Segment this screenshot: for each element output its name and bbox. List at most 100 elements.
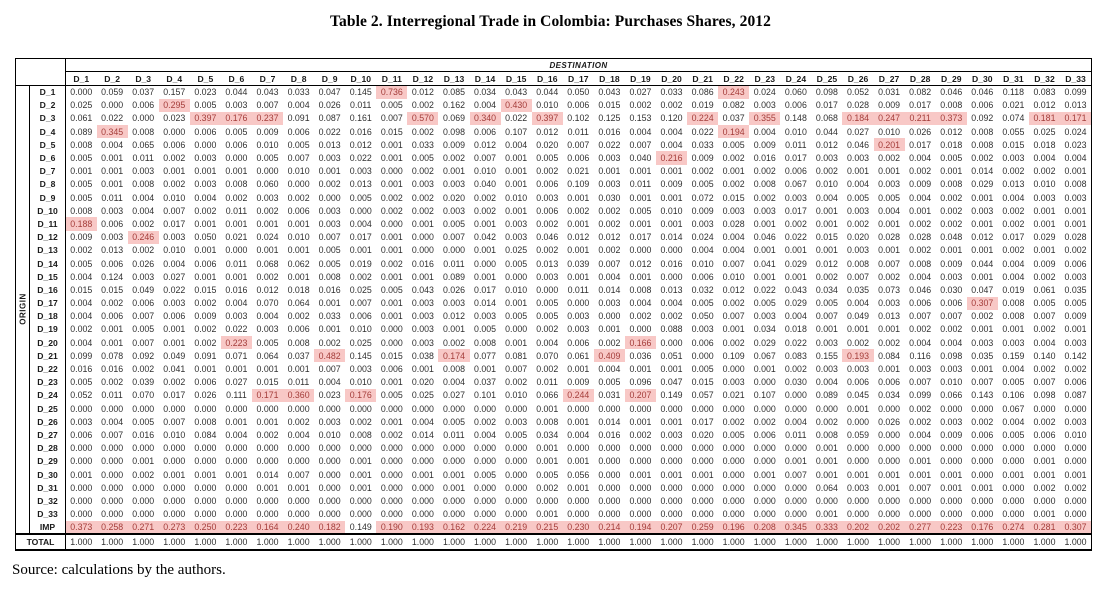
cell-d_14-d_23: 0.041 (753, 258, 776, 269)
column-header-d_14: D_14 (469, 71, 501, 86)
column-header-d_8: D_8 (283, 71, 315, 86)
cell-d_32-d_24: 0.000 (784, 495, 807, 506)
cell-d_5-d_23: 0.009 (753, 139, 776, 150)
cell-d_14-d_19: 0.012 (629, 258, 652, 269)
cell-d_1-d_1: 0.000 (70, 87, 93, 98)
cell-d_23-d_11: 0.001 (380, 377, 403, 388)
cell-d_33-d_5: 0.000 (194, 509, 217, 520)
cell-d_6-d_15: 0.001 (505, 153, 528, 164)
cell-d_15-d_31: 0.004 (1002, 271, 1025, 282)
cell-d_1-d_8: 0.033 (287, 87, 310, 98)
cell-d_1-d_16: 0.044 (536, 87, 559, 98)
cell-d_24-d_24: 0.000 (784, 390, 807, 401)
cell-d_12-d_16: 0.046 (536, 232, 559, 243)
cell-d_22-d_25: 0.003 (815, 364, 838, 375)
cell-d_6-d_26: 0.003 (846, 153, 869, 164)
cell-d_8-d_14: 0.040 (474, 179, 497, 190)
cell-d_8-d_3: 0.008 (132, 179, 155, 190)
cell-d_2-d_16: 0.010 (536, 100, 559, 111)
cell-d_5-d_8: 0.005 (287, 139, 310, 150)
cell-d_18-d_10: 0.006 (349, 311, 372, 322)
cell-d_21-d_5: 0.091 (194, 350, 217, 361)
cell-d_12-d_10: 0.017 (349, 232, 372, 243)
table-row-d_11: D_11 0.188 0.006 0.002 0.017 0.001 0.001 0.001 0… (16, 217, 1092, 231)
column-header-d_26: D_26 (842, 71, 874, 86)
cell-d_2-d_28: 0.017 (909, 100, 932, 111)
cell-d_1-d_11: 0.736 (376, 85, 408, 99)
cell-d_29-d_28: 0.001 (909, 456, 932, 467)
cell-d_22-d_20: 0.001 (660, 364, 683, 375)
cell-d_2-d_30: 0.006 (971, 100, 994, 111)
cell-d_27-d_14: 0.004 (474, 429, 497, 440)
cell-d_10-d_31: 0.002 (1002, 205, 1025, 216)
cell-imp-d_22: 0.196 (718, 520, 750, 534)
cell-d_17-d_17: 0.000 (567, 298, 590, 309)
cell-d_20-d_8: 0.008 (287, 337, 310, 348)
cell-d_13-d_7: 0.001 (256, 245, 279, 256)
cell-d_4-d_25: 0.044 (815, 126, 838, 137)
cell-d_1-d_19: 0.027 (629, 87, 652, 98)
cell-d_29-d_18: 0.000 (598, 456, 621, 467)
cell-d_16-d_11: 0.005 (380, 284, 403, 295)
cell-d_27-d_28: 0.004 (909, 429, 932, 440)
cell-d_7-d_7: 0.000 (256, 166, 279, 177)
cell-d_8-d_25: 0.010 (815, 179, 838, 190)
cell-d_33-d_13: 0.000 (442, 509, 465, 520)
cell-d_26-d_23: 0.002 (753, 416, 776, 427)
cell-d_33-d_24: 0.000 (784, 509, 807, 520)
cell-d_26-d_5: 0.008 (194, 416, 217, 427)
cell-d_6-d_1: 0.005 (70, 153, 93, 164)
cell-d_18-d_12: 0.003 (411, 311, 434, 322)
cell-d_5-d_14: 0.012 (474, 139, 497, 150)
cell-d_4-d_27: 0.010 (878, 126, 901, 137)
column-header-d_19: D_19 (624, 71, 656, 86)
cell-d_4-d_4: 0.000 (163, 126, 186, 137)
cell-d_5-d_5: 0.000 (194, 139, 217, 150)
cell-d_1-d_10: 0.145 (349, 87, 372, 98)
cell-d_29-d_15: 0.000 (505, 456, 528, 467)
cell-d_6-d_33: 0.004 (1064, 153, 1087, 164)
cell-d_32-d_23: 0.000 (753, 495, 776, 506)
cell-d_30-d_12: 0.001 (411, 469, 434, 480)
cell-d_3-d_14: 0.340 (469, 111, 501, 126)
cell-d_26-d_17: 0.001 (567, 416, 590, 427)
cell-d_20-d_2: 0.001 (101, 337, 124, 348)
cell-d_19-d_8: 0.006 (287, 324, 310, 335)
total-d_9: 1.000 (314, 532, 346, 550)
cell-d_8-d_32: 0.010 (1033, 179, 1056, 190)
cell-d_23-d_30: 0.007 (971, 377, 994, 388)
cell-d_22-d_12: 0.001 (411, 364, 434, 375)
cell-d_30-d_29: 0.001 (940, 469, 963, 480)
cell-d_6-d_14: 0.007 (474, 153, 497, 164)
cell-d_10-d_12: 0.002 (411, 205, 434, 216)
cell-d_24-d_2: 0.011 (101, 390, 123, 401)
cell-d_24-d_31: 0.106 (1002, 390, 1025, 401)
cell-d_2-d_11: 0.005 (380, 100, 403, 111)
cell-d_1-d_24: 0.060 (784, 87, 807, 98)
cell-d_2-d_32: 0.012 (1033, 100, 1056, 111)
cell-imp-d_6: 0.223 (220, 520, 252, 534)
cell-d_15-d_1: 0.004 (70, 271, 93, 282)
cell-d_21-d_2: 0.078 (101, 350, 124, 361)
cell-d_33-d_30: 0.000 (971, 509, 994, 520)
row-label-d_19: D_19 (29, 322, 66, 337)
cell-imp-d_17: 0.230 (562, 520, 594, 534)
cell-d_6-d_32: 0.004 (1033, 153, 1056, 164)
cell-d_23-d_13: 0.004 (442, 377, 465, 388)
cell-d_27-d_20: 0.003 (660, 429, 683, 440)
cell-d_3-d_24: 0.148 (784, 113, 807, 124)
cell-d_1-d_30: 0.046 (971, 87, 994, 98)
cell-d_5-d_9: 0.013 (318, 139, 341, 150)
cell-d_19-d_29: 0.002 (940, 324, 963, 335)
cell-d_16-d_29: 0.030 (940, 284, 963, 295)
cell-d_1-d_33: 0.099 (1064, 87, 1087, 98)
cell-d_14-d_18: 0.007 (598, 258, 621, 269)
cell-d_33-d_16: 0.001 (536, 509, 559, 520)
cell-d_33-d_10: 0.000 (349, 509, 372, 520)
cell-imp-d_30: 0.176 (966, 520, 998, 534)
cell-d_10-d_18: 0.002 (598, 205, 621, 216)
column-header-d_15: D_15 (500, 71, 532, 86)
cell-d_10-d_2: 0.003 (101, 205, 124, 216)
cell-d_19-d_28: 0.002 (909, 324, 932, 335)
cell-d_5-d_18: 0.022 (598, 139, 621, 150)
